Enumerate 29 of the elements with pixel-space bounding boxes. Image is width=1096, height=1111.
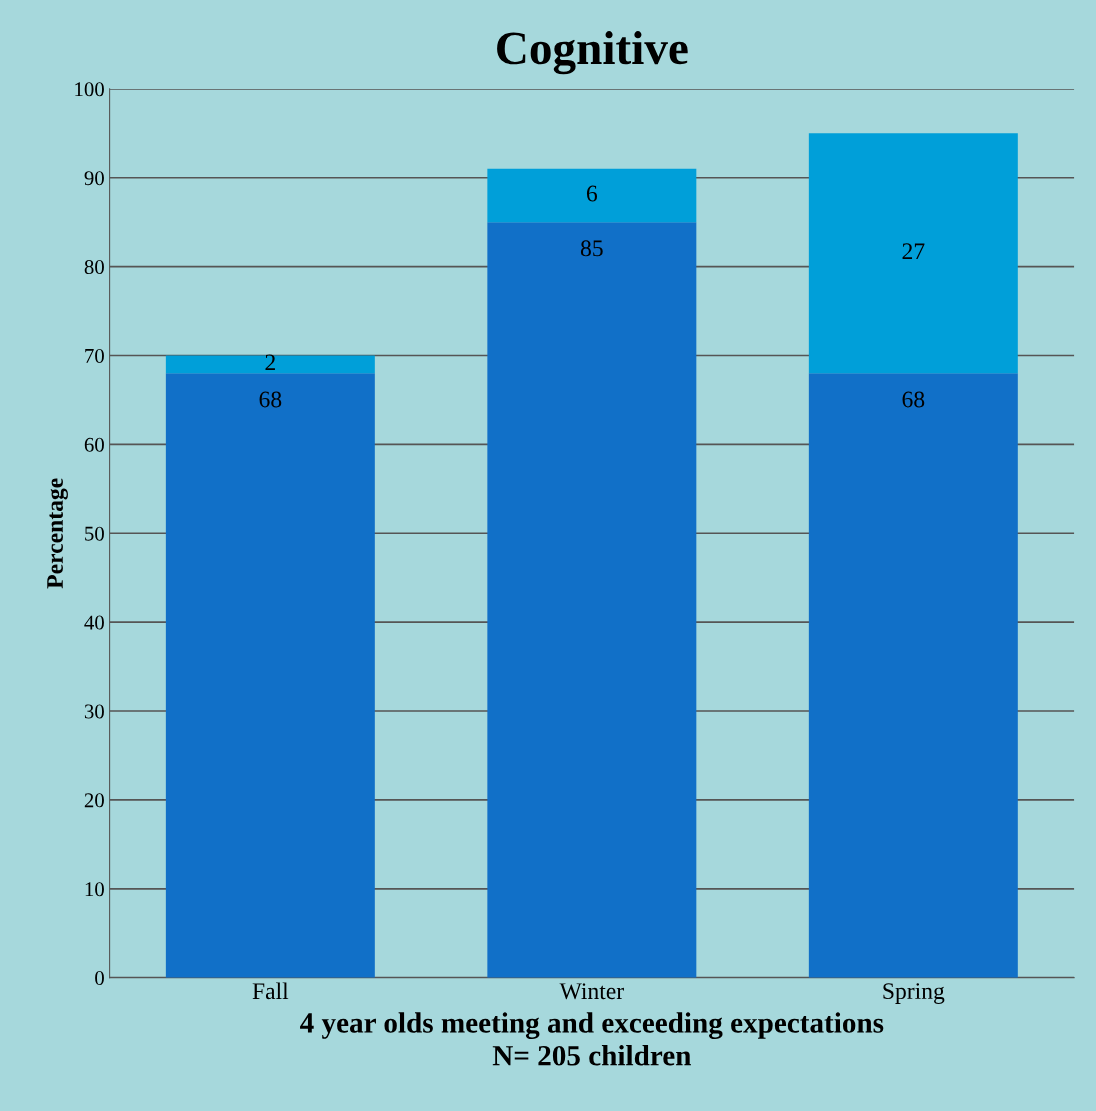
data-label: 2	[265, 354, 275, 371]
data-label: 27	[902, 243, 925, 259]
bar	[487, 168, 697, 223]
bar	[808, 373, 1018, 978]
y-tick-label: 70	[85, 348, 104, 363]
x-axis-title: 4 year olds meeting and exceeding expectations N= 205 children	[300, 1012, 884, 1066]
data-label: 6	[586, 185, 598, 202]
bar	[165, 355, 375, 374]
y-tick-label: 40	[84, 615, 104, 630]
bar	[808, 133, 1018, 374]
chart-title: Cognitive	[497, 31, 688, 75]
y-tick-label: 60	[84, 437, 104, 452]
y-tick-label: 100	[75, 82, 104, 97]
data-label: 68	[902, 391, 925, 408]
bar	[165, 373, 375, 978]
y-tick-label: 20	[84, 793, 104, 808]
x-tick-label: Fall	[252, 982, 289, 1000]
x-tick-label: Spring	[883, 983, 945, 1004]
y-tick-label: 30	[84, 704, 104, 719]
y-tick-label: 50	[85, 526, 104, 541]
x-tick-label: Winter	[559, 983, 624, 1000]
y-tick-label: 90	[84, 171, 104, 186]
bar	[487, 222, 697, 978]
data-label: 68	[259, 391, 282, 408]
data-label: 85	[580, 240, 603, 257]
y-tick-label: 80	[84, 260, 104, 275]
y-tick-label: 10	[85, 882, 104, 897]
y-tick-label: 0	[95, 971, 104, 986]
y-axis-title: Percentage	[47, 478, 68, 589]
